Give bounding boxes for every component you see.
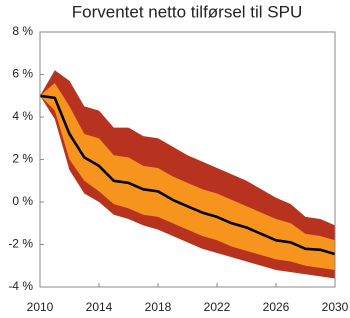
x-tick-label: 2026 — [263, 300, 290, 314]
x-tick-label: 2018 — [145, 300, 172, 314]
y-tick-label: -2 % — [8, 237, 33, 251]
x-tick-label: 2014 — [86, 300, 113, 314]
y-tick-label: 8 % — [12, 24, 33, 38]
fan-band — [40, 83, 335, 270]
y-tick-label: -4 % — [8, 279, 33, 293]
y-tick-label: 6 % — [12, 67, 33, 81]
y-tick-label: 2 % — [12, 152, 33, 166]
x-tick-label: 2030 — [322, 300, 349, 314]
x-tick-label: 2022 — [204, 300, 231, 314]
center-line — [39, 94, 336, 256]
y-tick-label: 0 % — [12, 194, 33, 208]
y-tick-label: 4 % — [12, 109, 33, 123]
chart-title: Forventet netto tilførsel til SPU — [72, 2, 303, 21]
x-tick-label: 2010 — [27, 300, 54, 314]
